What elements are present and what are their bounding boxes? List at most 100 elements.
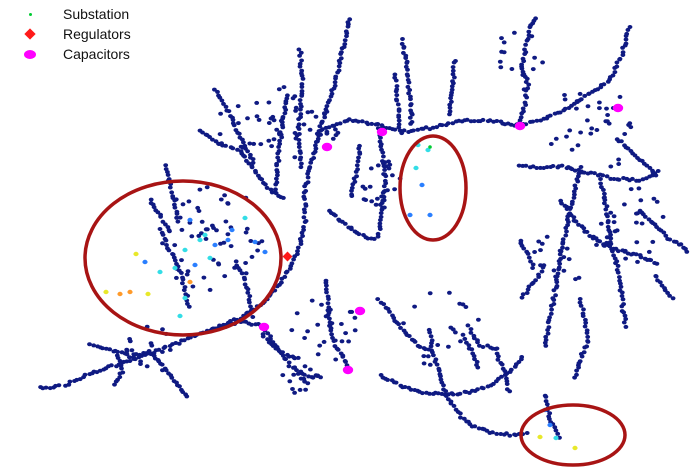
network-node bbox=[381, 172, 386, 177]
network-node bbox=[477, 343, 482, 348]
network-node bbox=[298, 165, 304, 170]
network-node bbox=[544, 402, 550, 407]
network-node bbox=[560, 245, 565, 250]
network-node bbox=[275, 155, 281, 160]
network-node bbox=[295, 252, 300, 257]
network-node bbox=[608, 210, 614, 215]
network-node bbox=[176, 341, 182, 346]
network-node bbox=[601, 243, 607, 248]
network-node bbox=[165, 172, 171, 177]
network-node bbox=[186, 199, 192, 204]
network-node bbox=[354, 163, 360, 168]
network-node bbox=[528, 259, 533, 264]
network-node bbox=[326, 297, 331, 301]
network-node bbox=[129, 348, 135, 353]
network-node bbox=[573, 186, 579, 191]
network-node bbox=[447, 105, 453, 110]
network-node bbox=[250, 160, 256, 165]
voltage-node bbox=[425, 147, 431, 153]
network-node bbox=[296, 117, 301, 122]
network-node bbox=[553, 293, 558, 298]
network-node bbox=[565, 217, 570, 222]
network-node bbox=[328, 307, 333, 312]
network-node bbox=[254, 114, 260, 119]
network-node bbox=[536, 274, 542, 279]
network-node bbox=[319, 119, 325, 124]
network-node bbox=[346, 339, 351, 344]
network-node bbox=[568, 166, 574, 171]
network-node bbox=[179, 227, 185, 232]
network-node bbox=[170, 252, 176, 257]
network-node bbox=[653, 173, 659, 178]
network-node bbox=[578, 165, 584, 169]
network-node bbox=[297, 157, 303, 162]
network-node bbox=[408, 387, 414, 392]
network-node bbox=[673, 239, 679, 244]
network-node bbox=[351, 176, 357, 181]
network-node bbox=[406, 91, 411, 96]
network-node bbox=[602, 195, 607, 200]
network-node bbox=[295, 355, 301, 360]
network-node bbox=[277, 141, 283, 146]
network-node bbox=[628, 187, 634, 192]
network-node bbox=[329, 91, 335, 96]
network-node bbox=[382, 167, 387, 172]
network-node bbox=[277, 138, 282, 143]
network-node bbox=[497, 59, 503, 64]
network-node bbox=[581, 170, 587, 175]
network-node bbox=[569, 147, 575, 152]
network-node bbox=[151, 205, 157, 210]
network-node bbox=[250, 315, 256, 319]
network-node bbox=[264, 185, 270, 190]
network-node bbox=[446, 344, 451, 349]
network-node bbox=[291, 257, 296, 262]
network-node bbox=[628, 125, 634, 130]
network-node bbox=[396, 115, 402, 120]
network-node bbox=[605, 214, 610, 219]
substation-marker-icon bbox=[28, 12, 32, 16]
network-node bbox=[204, 185, 210, 190]
network-node bbox=[575, 100, 580, 104]
network-node bbox=[585, 104, 591, 109]
network-node bbox=[525, 86, 531, 91]
network-node bbox=[560, 240, 566, 245]
network-node bbox=[119, 366, 124, 371]
network-node bbox=[619, 290, 625, 295]
network-node bbox=[138, 359, 144, 364]
network-node bbox=[301, 207, 307, 212]
network-node bbox=[167, 347, 173, 352]
network-node bbox=[553, 274, 558, 279]
network-node bbox=[293, 136, 299, 141]
network-node bbox=[259, 177, 265, 182]
network-node bbox=[300, 234, 305, 238]
network-node bbox=[294, 311, 300, 316]
network-node bbox=[420, 391, 425, 396]
network-node bbox=[670, 296, 676, 301]
network-node bbox=[574, 368, 579, 373]
network-node bbox=[667, 293, 672, 298]
network-node bbox=[289, 261, 295, 266]
network-node bbox=[592, 171, 597, 176]
network-node bbox=[504, 382, 510, 386]
network-node bbox=[222, 274, 228, 279]
voltage-node bbox=[547, 422, 553, 428]
network-node bbox=[285, 93, 290, 98]
network-node bbox=[207, 135, 213, 139]
network-node bbox=[228, 244, 234, 249]
network-node bbox=[117, 371, 123, 376]
network-node bbox=[521, 109, 526, 114]
network-node bbox=[174, 211, 180, 216]
network-node bbox=[399, 41, 405, 46]
network-node bbox=[619, 294, 625, 298]
network-node bbox=[271, 137, 277, 142]
network-node bbox=[684, 249, 690, 254]
network-node bbox=[327, 316, 332, 321]
network-node bbox=[559, 201, 564, 206]
network-node bbox=[428, 334, 434, 339]
network-node bbox=[321, 339, 327, 344]
network-node bbox=[381, 302, 387, 307]
network-node bbox=[521, 87, 527, 92]
network-node bbox=[554, 277, 559, 282]
voltage-node bbox=[229, 227, 235, 233]
network-node bbox=[148, 351, 153, 356]
